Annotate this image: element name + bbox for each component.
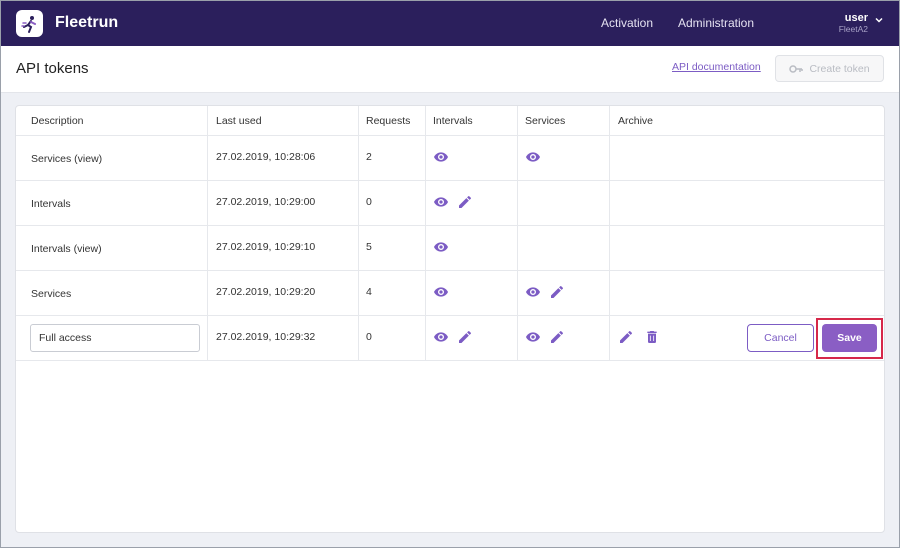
eye-icon[interactable]: [433, 194, 449, 210]
page-title: API tokens: [16, 60, 89, 77]
row-divider: [16, 360, 884, 361]
eye-icon[interactable]: [433, 284, 449, 300]
api-tokens-table: Description Last used Requests Intervals…: [15, 105, 885, 533]
row-last-used: 27.02.2019, 10:29:32: [216, 331, 316, 343]
column-header-description[interactable]: Description: [31, 115, 84, 127]
row-divider: [16, 270, 884, 271]
column-header-services[interactable]: Services: [525, 115, 566, 127]
row-description: Intervals (view): [31, 243, 102, 255]
row-description: Intervals: [31, 198, 71, 210]
row-divider: [16, 225, 884, 226]
row-last-used: 27.02.2019, 10:29:00: [216, 196, 316, 208]
row-requests: 4: [366, 286, 372, 298]
pencil-icon[interactable]: [549, 329, 565, 345]
row-description: Services: [31, 288, 72, 300]
row-divider: [16, 315, 884, 316]
row-requests: 0: [366, 196, 372, 208]
row-requests: 5: [366, 241, 372, 253]
eye-icon[interactable]: [433, 329, 449, 345]
eye-icon[interactable]: [525, 329, 541, 345]
create-token-button[interactable]: Create token: [775, 55, 884, 82]
brand-name: Fleetrun: [55, 14, 119, 31]
column-divider: [425, 106, 426, 360]
row-divider: [16, 180, 884, 181]
column-divider: [609, 106, 610, 360]
cancel-button[interactable]: Cancel: [747, 324, 814, 352]
save-button-highlight: [816, 318, 883, 359]
logo-icon: [20, 15, 36, 33]
eye-icon[interactable]: [525, 149, 541, 165]
row-last-used: 27.02.2019, 10:29:10: [216, 241, 316, 253]
pencil-icon[interactable]: [457, 194, 473, 210]
row-description: Services (view): [31, 153, 103, 165]
key-icon: [789, 64, 804, 73]
pencil-icon[interactable]: [618, 329, 634, 345]
row-requests: 2: [366, 151, 372, 163]
create-token-label: Create token: [809, 62, 870, 75]
user-name: user: [844, 12, 868, 24]
trash-icon[interactable]: [644, 329, 660, 345]
nav-activation[interactable]: Activation: [601, 16, 654, 30]
pencil-icon[interactable]: [549, 284, 565, 300]
column-divider: [358, 106, 359, 360]
column-header-archive[interactable]: Archive: [618, 115, 654, 127]
page-header: API tokens API documentation Create toke…: [0, 46, 900, 93]
fleetrun-logo[interactable]: [16, 10, 43, 37]
row-divider: [16, 135, 884, 136]
eye-icon[interactable]: [433, 149, 449, 165]
row-last-used: 27.02.2019, 10:28:06: [216, 151, 316, 163]
column-divider: [517, 106, 518, 360]
top-navigation-bar: Fleetrun Activation Administration user …: [0, 0, 900, 46]
save-button[interactable]: Save: [822, 324, 877, 352]
column-header-requests[interactable]: Requests: [366, 115, 411, 127]
user-menu[interactable]: user FleetA2: [839, 12, 868, 35]
api-documentation-link[interactable]: API documentation: [672, 61, 761, 73]
nav-administration[interactable]: Administration: [678, 16, 755, 30]
column-divider: [207, 106, 208, 360]
eye-icon[interactable]: [525, 284, 541, 300]
row-requests: 0: [366, 331, 372, 343]
column-header-intervals[interactable]: Intervals: [433, 115, 473, 127]
chevron-down-icon[interactable]: [874, 15, 884, 25]
table-grid: [16, 106, 884, 361]
pencil-icon[interactable]: [457, 329, 473, 345]
description-input[interactable]: [30, 324, 200, 352]
user-org: FleetA2: [838, 24, 868, 34]
row-last-used: 27.02.2019, 10:29:20: [216, 286, 316, 298]
column-header-last-used[interactable]: Last used: [216, 115, 262, 127]
eye-icon[interactable]: [433, 239, 449, 255]
